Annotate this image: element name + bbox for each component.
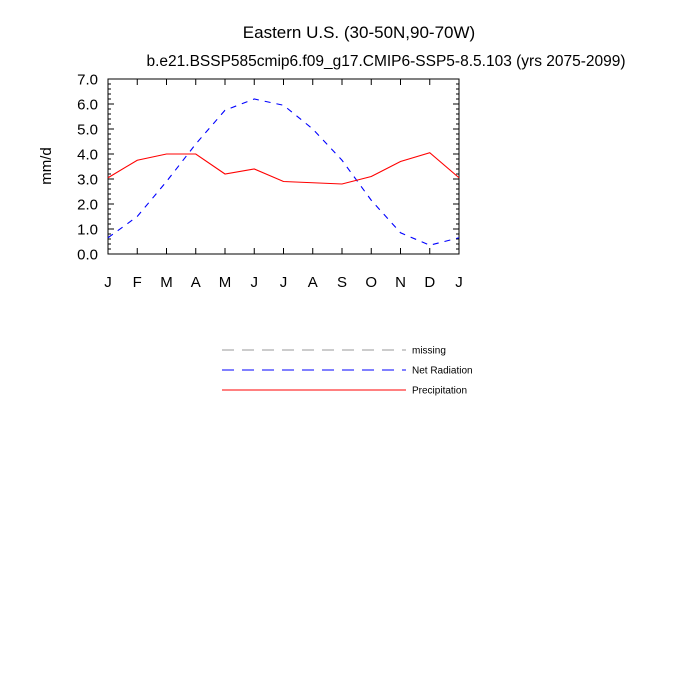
- plot-frame: [107, 78, 460, 255]
- chart-subtitle: b.e21.BSSP585cmip6.f09_g17.CMIP6-SSP5-8.…: [146, 53, 625, 70]
- series-line-net-radiation: [107, 98, 460, 246]
- chart-title: Eastern U.S. (30-50N,90-70W): [243, 23, 475, 42]
- x-tick-label: S: [337, 274, 347, 291]
- x-tick-label: O: [365, 274, 377, 291]
- y-tick-label: 4.0: [77, 147, 98, 164]
- y-tick-label: 0.0: [77, 247, 98, 264]
- y-axis-label: mm/d: [38, 147, 55, 185]
- plot-area: 0.0 1.0 2.0 3.0 4.0 5.0 6.0 7.0 J F M A M J J A S O N D J: [77, 72, 463, 292]
- legend-label-net-radiation: Net Radiation: [412, 366, 473, 377]
- x-tick-label: N: [395, 274, 406, 291]
- y-tick-label: 5.0: [77, 122, 98, 139]
- legend-label-precipitation: Precipitation: [412, 386, 467, 397]
- x-tick-label: A: [191, 274, 201, 291]
- x-tick-label: J: [251, 274, 259, 291]
- x-tick-label: A: [308, 274, 318, 291]
- x-tick-label: F: [133, 274, 142, 291]
- series-line-precipitation: [107, 152, 460, 185]
- legend: missing Net Radiation Precipitation: [222, 346, 473, 397]
- x-tick-label: J: [455, 274, 463, 291]
- y-tick-label: 7.0: [77, 72, 98, 89]
- y-tick-label: 6.0: [77, 97, 98, 114]
- y-tick-label: 1.0: [77, 222, 98, 239]
- legend-label-missing: missing: [412, 346, 446, 357]
- y-tick-label: 2.0: [77, 197, 98, 214]
- y-tick-label: 3.0: [77, 172, 98, 189]
- x-tick-label: D: [424, 274, 435, 291]
- x-tick-label: M: [160, 274, 173, 291]
- x-tick-label: J: [104, 274, 112, 291]
- x-tick-label: M: [219, 274, 232, 291]
- x-tick-label: J: [280, 274, 288, 291]
